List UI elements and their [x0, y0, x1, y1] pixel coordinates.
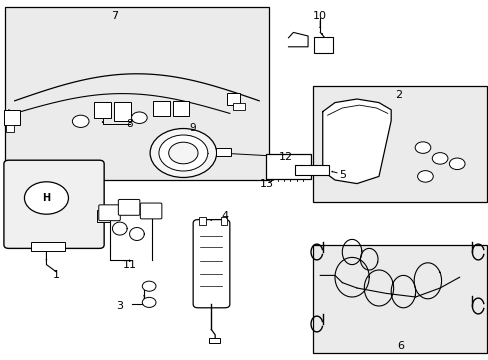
- Text: 5: 5: [338, 170, 345, 180]
- FancyBboxPatch shape: [97, 210, 109, 222]
- Bar: [312, 86, 486, 202]
- Text: 2: 2: [394, 90, 401, 100]
- Circle shape: [414, 142, 430, 153]
- FancyBboxPatch shape: [31, 242, 64, 251]
- FancyBboxPatch shape: [140, 203, 162, 219]
- Text: 12: 12: [279, 152, 292, 162]
- Circle shape: [431, 153, 447, 164]
- Circle shape: [72, 115, 89, 127]
- Circle shape: [417, 171, 432, 182]
- Circle shape: [168, 142, 198, 164]
- Text: H: H: [42, 193, 50, 203]
- Circle shape: [142, 281, 156, 291]
- Circle shape: [142, 297, 156, 307]
- FancyBboxPatch shape: [314, 37, 333, 53]
- FancyBboxPatch shape: [193, 220, 229, 308]
- Circle shape: [131, 112, 147, 123]
- FancyBboxPatch shape: [220, 217, 227, 225]
- FancyBboxPatch shape: [99, 205, 120, 221]
- FancyBboxPatch shape: [265, 154, 311, 179]
- FancyBboxPatch shape: [233, 103, 244, 110]
- FancyBboxPatch shape: [153, 101, 169, 116]
- FancyBboxPatch shape: [294, 165, 328, 175]
- Text: 11: 11: [122, 260, 136, 270]
- FancyBboxPatch shape: [199, 217, 205, 225]
- Text: 3: 3: [116, 301, 123, 311]
- FancyBboxPatch shape: [208, 338, 219, 343]
- FancyBboxPatch shape: [4, 160, 104, 248]
- Circle shape: [448, 158, 464, 170]
- Circle shape: [159, 135, 207, 171]
- Text: 6: 6: [397, 341, 404, 351]
- FancyBboxPatch shape: [215, 148, 231, 156]
- FancyBboxPatch shape: [94, 102, 111, 118]
- FancyBboxPatch shape: [4, 110, 20, 125]
- Text: 7: 7: [111, 11, 118, 21]
- Polygon shape: [322, 99, 390, 184]
- FancyBboxPatch shape: [114, 102, 130, 121]
- Circle shape: [24, 182, 68, 214]
- Text: 9: 9: [189, 123, 196, 133]
- Text: 1: 1: [53, 270, 60, 280]
- FancyBboxPatch shape: [6, 125, 14, 132]
- Text: 8: 8: [126, 119, 133, 129]
- Circle shape: [150, 129, 216, 177]
- FancyBboxPatch shape: [226, 93, 240, 105]
- FancyBboxPatch shape: [172, 101, 189, 116]
- Text: 13: 13: [259, 179, 273, 189]
- Text: 10: 10: [313, 11, 326, 21]
- FancyBboxPatch shape: [118, 199, 140, 215]
- Text: 4: 4: [221, 211, 228, 221]
- Bar: [5, 7, 268, 180]
- Polygon shape: [288, 32, 307, 47]
- Bar: [312, 245, 486, 353]
